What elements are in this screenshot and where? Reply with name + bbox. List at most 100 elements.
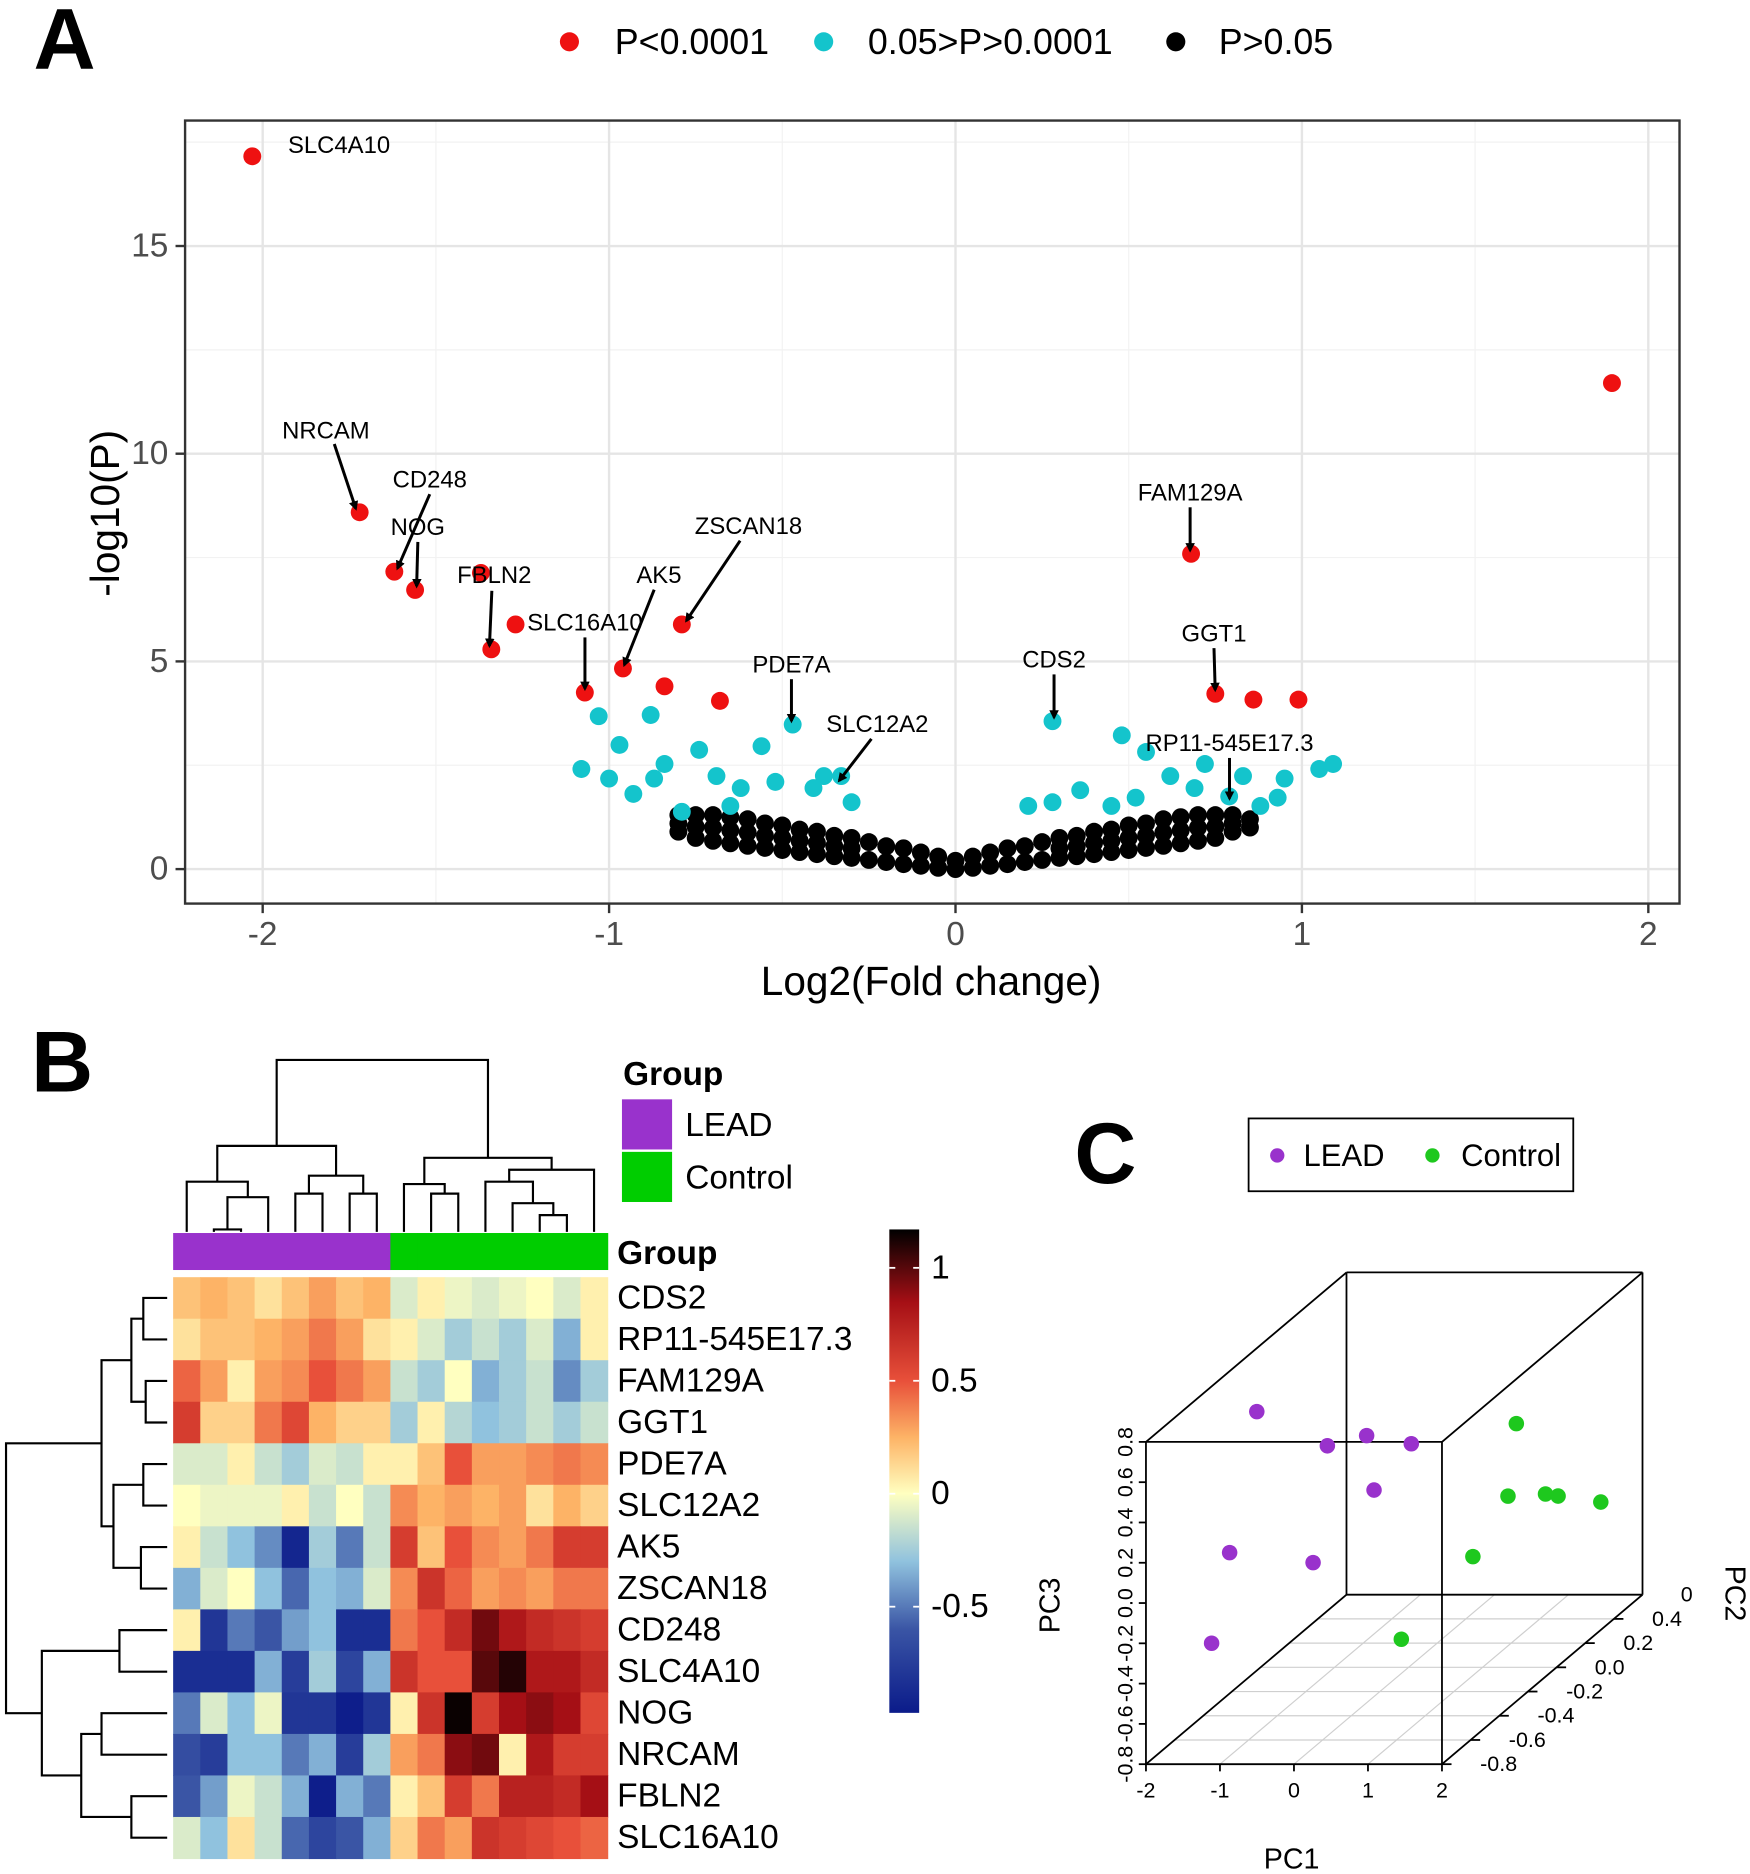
- z-tick-label: 0.2: [1114, 1548, 1138, 1578]
- point: [482, 640, 501, 659]
- group-bar-cell: [444, 1233, 473, 1271]
- heatmap-cell: [526, 1484, 554, 1527]
- annotation: PDE7A: [752, 651, 830, 678]
- heatmap-cell: [553, 1567, 582, 1610]
- point: [1465, 1548, 1481, 1565]
- heatmap-cell: [308, 1484, 337, 1527]
- heatmap-cell: [417, 1401, 446, 1444]
- heatmap-cell: [499, 1609, 527, 1652]
- point: [610, 735, 629, 754]
- point: [624, 784, 643, 803]
- heatmap-cell: [444, 1484, 473, 1527]
- heatmap-cell: [173, 1775, 201, 1818]
- point: [686, 806, 705, 825]
- heatmap-cell: [173, 1401, 201, 1444]
- y-tick-label: -0.2: [1566, 1680, 1603, 1704]
- y-tick-label: -0.6: [1509, 1728, 1546, 1752]
- heatmap-cell: [173, 1567, 201, 1610]
- heatmap-cell: [227, 1816, 256, 1860]
- heatmap-cell: [227, 1401, 256, 1444]
- heatmap-cell: [390, 1318, 419, 1361]
- point: [859, 833, 878, 852]
- point: [506, 615, 525, 634]
- point: [690, 740, 709, 759]
- heatmap-cell: [471, 1609, 500, 1652]
- heatmap-cell: [281, 1733, 310, 1777]
- y-tick-label: 15: [131, 228, 168, 265]
- annotation: CD248: [393, 466, 467, 493]
- z-tick-label: -0.6: [1114, 1705, 1138, 1742]
- heatmap-cell: [580, 1277, 609, 1320]
- z-tick-label: 0.0: [1114, 1588, 1138, 1618]
- point: [1310, 760, 1329, 778]
- point: [1154, 810, 1173, 829]
- heatmap-cell: [553, 1692, 582, 1735]
- heatmap-cell: [499, 1277, 527, 1320]
- group-bar-label: Group: [617, 1235, 717, 1272]
- annotation: FBLN2: [457, 562, 531, 589]
- heatmap-cell: [281, 1360, 310, 1403]
- point: [911, 843, 930, 862]
- heatmap-cell: [254, 1775, 283, 1818]
- point: [963, 847, 982, 866]
- legend-swatch: [621, 1151, 673, 1202]
- legend-box: [1247, 1117, 1575, 1193]
- point: [1015, 853, 1034, 871]
- heatmap-cell: [336, 1401, 364, 1444]
- heatmap-cell: [363, 1484, 391, 1527]
- row-label: PDE7A: [617, 1446, 727, 1483]
- annotation: SLC4A10: [288, 132, 390, 159]
- point: [1043, 712, 1062, 731]
- point: [655, 677, 674, 696]
- legend-label: Control: [1461, 1138, 1561, 1173]
- colorbar-label: 0.5: [931, 1362, 977, 1399]
- dendrogram-branch: [307, 1174, 365, 1194]
- point: [766, 772, 785, 791]
- dendrogram-branch: [142, 1296, 168, 1341]
- legend-swatch: [621, 1099, 673, 1150]
- annotation: NRCAM: [282, 417, 369, 444]
- group-bar-cell: [281, 1233, 310, 1271]
- point: [1223, 806, 1242, 825]
- point: [738, 836, 757, 855]
- legend-marker: [1270, 1148, 1285, 1163]
- point: [1185, 779, 1204, 798]
- annotation-arrow: [412, 541, 422, 589]
- heatmap-cell: [336, 1692, 364, 1735]
- heatmap-cell: [390, 1567, 419, 1610]
- point: [842, 793, 861, 812]
- heatmap-cell: [336, 1277, 364, 1320]
- heatmap-cell: [553, 1609, 582, 1652]
- heatmap-cell: [526, 1733, 554, 1777]
- heatmap-cell: [390, 1401, 419, 1444]
- point: [1593, 1494, 1609, 1510]
- heatmap-cell: [444, 1318, 473, 1361]
- y-tick-label: 0: [1681, 1583, 1693, 1607]
- heatmap-cell: [308, 1401, 337, 1444]
- group-bar-cell: [308, 1233, 337, 1271]
- row-label: CDS2: [617, 1279, 706, 1316]
- point: [911, 856, 930, 875]
- heatmap-cell: [526, 1692, 554, 1735]
- heatmap-cell: [526, 1650, 554, 1693]
- point: [1071, 781, 1090, 800]
- heatmap-cell: [444, 1443, 473, 1486]
- heatmap-cell: [200, 1401, 229, 1444]
- grid-line: [1219, 1594, 1421, 1765]
- heatmap-cell: [308, 1733, 337, 1777]
- group-bar-cell: [471, 1233, 500, 1271]
- legend-label: P>0.05: [1219, 22, 1333, 62]
- point: [894, 839, 913, 858]
- z-tick-label: -0.8: [1114, 1746, 1138, 1783]
- dendrogram-branch: [130, 1795, 168, 1839]
- heatmap-cell: [227, 1526, 256, 1569]
- dendrogram-branch: [294, 1192, 324, 1232]
- row-label: SLC16A10: [617, 1819, 779, 1856]
- row-label: AK5: [617, 1529, 680, 1566]
- plot-background: [185, 120, 1680, 904]
- heatmap-cell: [200, 1692, 229, 1735]
- point: [1550, 1488, 1566, 1504]
- heatmap-cell: [390, 1443, 419, 1486]
- heatmap-cell: [417, 1318, 446, 1361]
- heatmap-cell: [499, 1318, 527, 1361]
